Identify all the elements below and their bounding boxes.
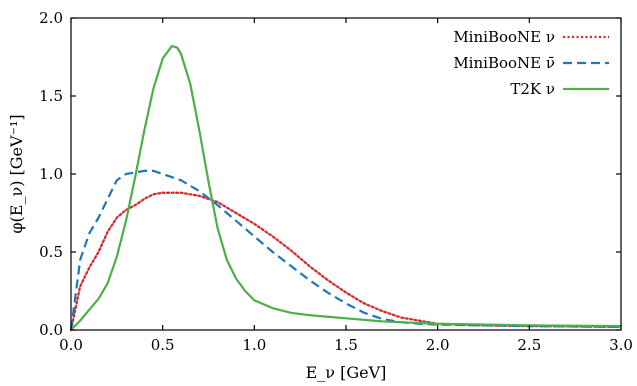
- y-tick-label: 0.0: [39, 321, 63, 339]
- x-tick-label: 1.0: [242, 336, 266, 354]
- x-tick-label: 2.0: [426, 336, 450, 354]
- series-line-2: [70, 44, 622, 331]
- y-axis-label: φ(E_ν) [GeV⁻¹]: [7, 114, 26, 233]
- y-tick-label: 1.0: [39, 165, 63, 183]
- x-tick-label: 1.5: [334, 336, 358, 354]
- legend-label-1: MiniBooNE ν̄: [453, 54, 555, 72]
- legend-label-0: MiniBooNE ν: [453, 28, 555, 46]
- series-line-0: [69, 191, 623, 332]
- x-tick-label: 2.5: [517, 336, 541, 354]
- legend-label-2: T2K ν: [510, 80, 555, 98]
- y-tick-label: 0.5: [39, 243, 63, 261]
- x-tick-label: 3.0: [609, 336, 633, 354]
- series-lines: [69, 44, 623, 332]
- x-tick-label: 0.5: [151, 336, 175, 354]
- x-axis-label: E_ν [GeV]: [306, 363, 387, 382]
- x-axis: 0.0 0.5 1.0 1.5 2.0 2.5 3.0: [59, 18, 633, 354]
- legend: MiniBooNE ν MiniBooNE ν̄ T2K ν: [453, 28, 609, 98]
- x-tick-label: 0.0: [59, 336, 83, 354]
- y-tick-label: 1.5: [39, 87, 63, 105]
- y-axis: 0.0 0.5 1.0 1.5 2.0: [39, 9, 621, 339]
- y-tick-label: 2.0: [39, 9, 63, 27]
